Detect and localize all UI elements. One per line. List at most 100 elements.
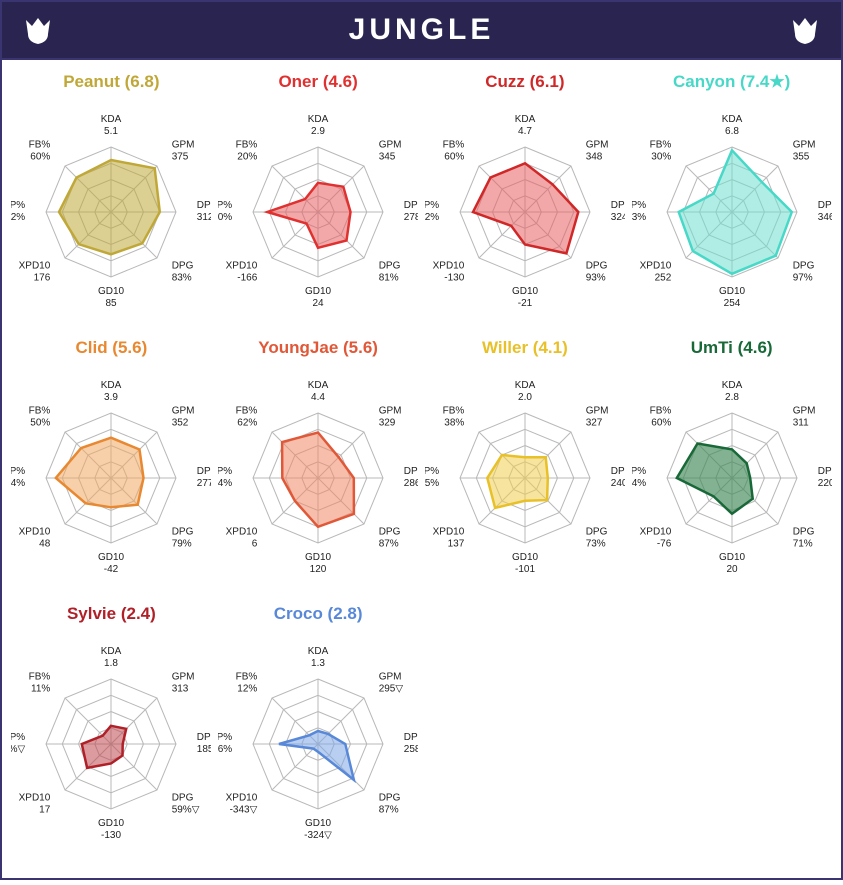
- axis-label: FB%: [443, 405, 465, 416]
- axis-value: 254: [723, 298, 740, 309]
- axis-value: 74%: [11, 478, 25, 489]
- axis-label: DPM: [611, 200, 625, 211]
- axis-value: 11%: [31, 683, 50, 694]
- axis-value: 324: [611, 212, 625, 223]
- axis-label: DPG: [586, 527, 608, 538]
- page-header: JUNGLE: [0, 0, 843, 60]
- player-chart: Oner (4.6)KDA2.9GPM345DPM278DPG81%GD1024…: [217, 72, 420, 334]
- axis-value: 60%: [31, 151, 51, 162]
- player-title: Canyon (7.4★): [673, 72, 790, 92]
- axis-label: FB%: [443, 139, 465, 150]
- axis-value: 85: [106, 298, 118, 309]
- axis-label: FB%: [649, 139, 671, 150]
- player-chart: YoungJae (5.6)KDA4.4GPM329DPM286DPG87%GD…: [217, 338, 420, 600]
- axis-value: 312: [197, 212, 211, 223]
- axis-value: 72%: [11, 212, 25, 223]
- player-title: Cuzz (6.1): [485, 72, 564, 92]
- axis-label: KDA: [101, 646, 122, 657]
- axis-value: 185▽: [197, 744, 211, 755]
- axis-value: 1.8: [104, 658, 118, 669]
- axis-label: DPG: [379, 261, 401, 272]
- radar-svg: KDA6.8GPM355DPM346DPG97%GD10254XPD10252K…: [632, 94, 832, 334]
- axis-value: 48: [40, 539, 52, 550]
- axis-label: FB%: [29, 139, 51, 150]
- crest-icon-left: [22, 14, 54, 46]
- player-title: Sylvie (2.4): [67, 604, 156, 624]
- axis-label: DPM: [817, 200, 831, 211]
- axis-value: -76: [656, 539, 671, 550]
- axis-label: FB%: [236, 671, 258, 682]
- axis-label: DPM: [404, 200, 418, 211]
- axis-value: 59%▽: [172, 805, 200, 816]
- axis-value: 65%: [425, 478, 439, 489]
- axis-value: 64%: [218, 478, 232, 489]
- player-chart: Clid (5.6)KDA3.9GPM352DPM277DPG79%GD10-4…: [10, 338, 213, 600]
- axis-label: DPG: [172, 261, 194, 272]
- axis-label: GD10: [512, 286, 539, 297]
- axis-value: 329: [379, 417, 396, 428]
- data-polygon: [56, 438, 144, 508]
- chart-grid: Peanut (6.8)KDA5.1GPM375DPM312DPG83%GD10…: [10, 72, 833, 866]
- axis-label: KP%: [218, 466, 232, 477]
- axis-value: 176: [34, 273, 51, 284]
- axis-value: 5.1: [104, 126, 118, 137]
- axis-label: DPG: [792, 261, 814, 272]
- radar-svg: KDA2.0GPM327DPM240DPG73%GD10-101XPD10137…: [425, 360, 625, 600]
- axis-label: FB%: [29, 671, 51, 682]
- axis-label: GD10: [305, 552, 332, 563]
- axis-label: XPD10: [432, 261, 464, 272]
- axis-label: DPM: [404, 466, 418, 477]
- axis-label: KDA: [101, 380, 122, 391]
- axis-value: 352: [172, 417, 189, 428]
- axis-value: 50%: [31, 417, 51, 428]
- player-title: Peanut (6.8): [63, 72, 159, 92]
- axis-value: 60%: [444, 151, 464, 162]
- axis-label: DPM: [197, 200, 211, 211]
- axis-value: 4.7: [518, 126, 532, 137]
- player-title: Croco (2.8): [274, 604, 363, 624]
- page-title: JUNGLE: [349, 13, 495, 47]
- data-polygon: [82, 726, 126, 768]
- axis-label: GPM: [379, 139, 402, 150]
- axis-value: 24: [313, 298, 325, 309]
- axis-label: XPD10: [19, 261, 51, 272]
- axis-label: XPD10: [19, 793, 51, 804]
- axis-label: DPM: [197, 466, 211, 477]
- player-title: Clid (5.6): [75, 338, 147, 358]
- axis-value: 286: [404, 478, 418, 489]
- axis-value: 313: [172, 683, 189, 694]
- axis-label: GPM: [379, 405, 402, 416]
- axis-value: 30%: [651, 151, 671, 162]
- axis-label: DPM: [197, 732, 211, 743]
- axis-value: 375: [172, 151, 189, 162]
- axis-value: 93%: [586, 273, 606, 284]
- axis-value: 83%: [172, 273, 192, 284]
- axis-value: 74%: [632, 478, 646, 489]
- axis-label: DPG: [172, 793, 194, 804]
- axis-value: 62%: [237, 417, 257, 428]
- axis-label: FB%: [649, 405, 671, 416]
- axis-value: 346: [817, 212, 831, 223]
- axis-value: 20%: [237, 151, 257, 162]
- axis-value: 97%: [792, 273, 812, 284]
- axis-label: GD10: [719, 552, 746, 563]
- axis-label: GPM: [172, 405, 195, 416]
- axis-value: 327: [586, 417, 603, 428]
- axis-value: 1.3: [311, 658, 325, 669]
- axis-value: 240: [611, 478, 625, 489]
- axis-value: 6.8: [725, 126, 739, 137]
- axis-value: 2.8: [725, 392, 739, 403]
- axis-label: KP%: [11, 200, 25, 211]
- player-title: YoungJae (5.6): [258, 338, 378, 358]
- axis-value: -324▽: [304, 830, 332, 841]
- axis-label: XPD10: [432, 527, 464, 538]
- axis-label: XPD10: [639, 527, 671, 538]
- axis-label: GPM: [379, 671, 402, 682]
- player-title: Oner (4.6): [278, 72, 357, 92]
- axis-value: 2.9: [311, 126, 325, 137]
- axis-label: KDA: [721, 380, 742, 391]
- axis-label: FB%: [29, 405, 51, 416]
- axis-value: 66%: [218, 744, 232, 755]
- axis-value: 17: [40, 805, 52, 816]
- player-chart: Croco (2.8)KDA1.3GPM295▽DPM258DPG87%GD10…: [217, 604, 420, 866]
